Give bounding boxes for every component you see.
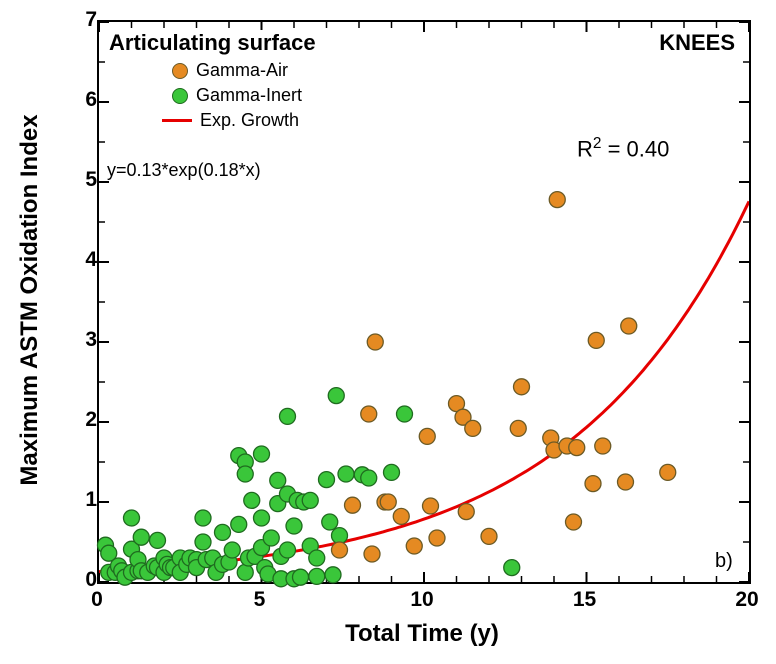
data-point (280, 542, 296, 558)
data-point (566, 514, 582, 530)
data-point (367, 334, 383, 350)
corner-label: KNEES (659, 30, 735, 56)
legend-marker (172, 88, 188, 104)
data-point (150, 532, 166, 548)
x-axis-title: Total Time (y) (345, 620, 499, 648)
data-point (384, 464, 400, 480)
data-point (361, 406, 377, 422)
data-point (458, 504, 474, 520)
data-point (322, 514, 338, 530)
data-point (465, 420, 481, 436)
legend-title: Articulating surface (109, 30, 316, 56)
data-point (618, 474, 634, 490)
data-point (270, 472, 286, 488)
data-point (595, 438, 611, 454)
data-point (660, 464, 676, 480)
data-point (361, 470, 377, 486)
y-tick-label: 5 (73, 168, 97, 192)
data-point (195, 534, 211, 550)
x-tick-label: 5 (254, 588, 266, 612)
panel-b-label: b) (715, 550, 733, 573)
data-point (419, 428, 435, 444)
data-point (302, 492, 318, 508)
data-point (338, 466, 354, 482)
legend-marker (172, 63, 188, 79)
data-point (380, 494, 396, 510)
data-point (393, 508, 409, 524)
data-point (309, 568, 325, 584)
data-point (293, 569, 309, 585)
equation-label: y=0.13*exp(0.18*x) (107, 160, 261, 181)
data-point (244, 492, 260, 508)
y-tick-label: 1 (73, 488, 97, 512)
legend-item: Gamma-Air (109, 60, 316, 81)
data-point (549, 192, 565, 208)
data-point (215, 524, 231, 540)
x-tick-label: 20 (735, 588, 758, 612)
x-tick-label: 10 (410, 588, 433, 612)
data-point (263, 530, 279, 546)
data-point (588, 332, 604, 348)
y-axis-title: Maximum ASTM Oxidation Index (16, 114, 44, 485)
data-point (280, 408, 296, 424)
data-point (328, 388, 344, 404)
legend-label: Exp. Growth (200, 110, 299, 131)
data-point (254, 510, 270, 526)
y-tick-label: 4 (73, 248, 97, 272)
data-point (406, 538, 422, 554)
r2-label: R2 = 0.40 (577, 135, 669, 162)
data-point (124, 510, 140, 526)
data-point (133, 529, 149, 545)
data-point (237, 466, 253, 482)
y-tick-label: 3 (73, 328, 97, 352)
data-point (286, 518, 302, 534)
data-point (621, 318, 637, 334)
data-point (224, 542, 240, 558)
legend-item: Gamma-Inert (109, 85, 316, 106)
data-point (514, 379, 530, 395)
legend-label: Gamma-Inert (196, 85, 302, 106)
legend-label: Gamma-Air (196, 60, 288, 81)
data-point (504, 560, 520, 576)
data-point (254, 446, 270, 462)
data-point (319, 472, 335, 488)
data-point (237, 564, 253, 580)
data-point (195, 510, 211, 526)
data-point (585, 476, 601, 492)
legend-items: Gamma-Air Gamma-Inert Exp. Growth (109, 60, 316, 131)
y-tick-label: 2 (73, 408, 97, 432)
chart-root: Articulating surface Gamma-Air Gamma-Iner… (0, 0, 776, 664)
data-point (510, 420, 526, 436)
legend: Articulating surface Gamma-Air Gamma-Iner… (109, 30, 316, 131)
y-tick-label: 0 (73, 568, 97, 592)
data-point (423, 498, 439, 514)
legend-item: Exp. Growth (109, 110, 316, 131)
legend-line (162, 119, 192, 122)
data-point (429, 530, 445, 546)
data-point (569, 440, 585, 456)
data-point (364, 546, 380, 562)
data-point (309, 550, 325, 566)
data-point (231, 516, 247, 532)
data-point (325, 567, 341, 583)
data-point (397, 406, 413, 422)
y-tick-label: 6 (73, 88, 97, 112)
x-tick-label: 15 (573, 588, 596, 612)
data-point (332, 542, 348, 558)
y-tick-label: 7 (73, 8, 97, 32)
data-point (332, 528, 348, 544)
data-point (481, 528, 497, 544)
data-point (345, 497, 361, 513)
